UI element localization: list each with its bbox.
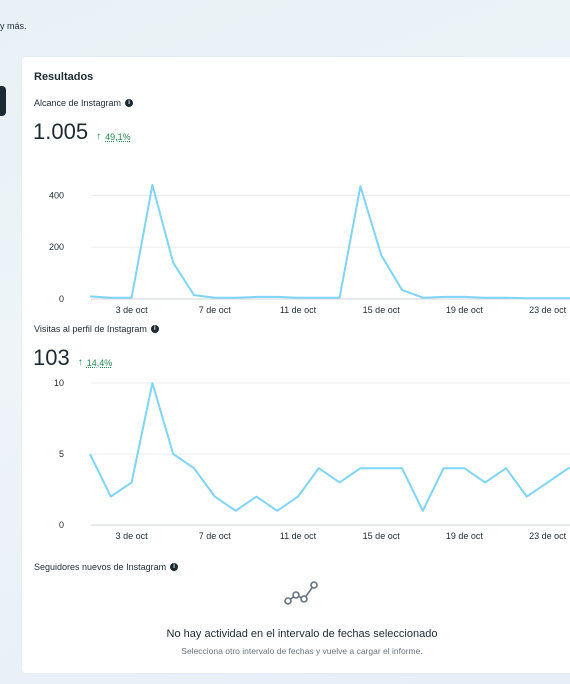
line-chart-icon	[284, 581, 318, 605]
new-followers-label-text: Seguidores nuevos de Instagram	[34, 562, 167, 572]
y-tick-label: 0	[59, 294, 64, 304]
x-tick-label: 19 de oct	[446, 305, 484, 315]
x-tick-label: 23 de oct	[529, 531, 567, 541]
x-tick-label: 19 de oct	[446, 531, 484, 541]
empty-state-title: No hay actividad en el intervalo de fech…	[166, 628, 438, 640]
profile-visits-label: Visitas al perfil de Instagram i	[34, 324, 159, 334]
profile-visits-value: 103 ↑ 14,4%	[33, 345, 112, 371]
profile-visits-chart: 0 5 10 3 de oct 7 de oct 11 de oct 15 de oct 19…	[54, 378, 570, 541]
arrow-up-icon: ↑	[77, 357, 83, 368]
new-followers-label: Seguidores nuevos de Instagram i	[34, 562, 179, 572]
arrow-up-icon: ↑	[96, 131, 102, 142]
info-icon[interactable]: i	[150, 325, 159, 333]
profile-visits-label-text: Visitas al perfil de Instagram	[34, 324, 147, 334]
info-icon[interactable]: i	[170, 563, 179, 571]
x-tick-label: 23 de oct	[529, 305, 567, 315]
x-tick-label: 15 de oct	[363, 531, 401, 541]
x-tick-label: 3 de oct	[116, 531, 149, 541]
profile-visits-change-value: 14,4%	[86, 357, 113, 368]
info-icon[interactable]: i	[125, 99, 134, 107]
results-card: Resultados Alcance de Instagram i 1.005 …	[22, 57, 570, 673]
series-line	[89, 382, 570, 512]
reach-change-value: 49,1%	[105, 131, 131, 142]
reach-change: ↑ 49,1%	[96, 131, 131, 142]
x-tick-label: 11 de oct	[280, 305, 317, 315]
profile-visits-change: ↑ 14,4%	[78, 357, 113, 368]
reach-chart: 0 200 400 3 de oct 7 de oct 11 de oct 15 de oc…	[49, 184, 570, 315]
card-title: Resultados	[34, 71, 94, 83]
x-tick-label: 7 de oct	[199, 531, 232, 541]
y-tick-label: 400	[49, 190, 64, 200]
reach-label: Alcance de Instagram i	[34, 98, 134, 108]
reach-label-text: Alcance de Instagram	[34, 98, 122, 108]
y-tick-label: 0	[59, 520, 64, 530]
y-tick-label: 5	[59, 449, 64, 459]
reach-number: 1.005	[33, 119, 89, 144]
x-tick-label: 3 de oct	[116, 305, 149, 315]
header-text: y más.	[0, 21, 27, 31]
y-tick-label: 10	[54, 378, 64, 388]
y-tick-label: 200	[49, 242, 64, 252]
x-tick-label: 11 de oct	[280, 531, 317, 541]
x-tick-label: 15 de oct	[363, 305, 401, 315]
empty-state-subtitle: Selecciona otro intervalo de fechas y vu…	[181, 646, 423, 656]
x-tick-label: 7 de oct	[199, 305, 232, 315]
profile-visits-number: 103	[33, 345, 70, 370]
reach-value: 1.005 ↑ 49,1%	[33, 119, 131, 145]
side-tab-button[interactable]	[0, 86, 6, 116]
empty-state: No hay actividad en el intervalo de fech…	[22, 577, 570, 656]
